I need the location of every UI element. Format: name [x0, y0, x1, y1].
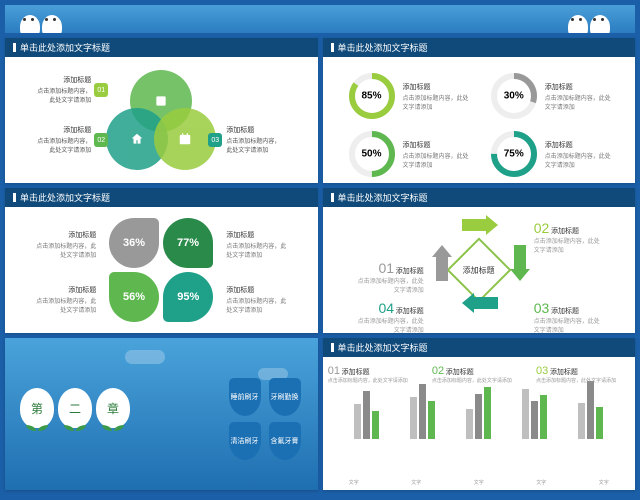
slide-chapter: 第二章 睡前刷牙牙刷勤换清洁刷牙含氟牙膏 — [5, 338, 318, 490]
slide-cycle: 单击此处添加文字标题 添加标题01 添加标题点击添加标题内容，此处文字请添加02… — [323, 188, 636, 333]
slide-bars: 单击此处添加文字标题 01 添加标题点击添加标题内容，此处文字请添加02 添加标… — [323, 338, 636, 490]
slide-title: 单击此处添加文字标题 — [338, 41, 428, 54]
slide-title: 单击此处添加文字标题 — [20, 41, 110, 54]
hero-banner — [5, 5, 635, 33]
slide-title: 单击此处添加文字标题 — [20, 191, 110, 204]
slide-petals: 单击此处添加文字标题 36%77%56%95%添加标题点击添加标题内容，此处文字… — [5, 188, 318, 333]
slide-venn: 单击此处添加文字标题 添加标题点击添加标题内容，此处文字请添加01添加标题点击添… — [5, 38, 318, 183]
slide-donuts: 单击此处添加文字标题 85%添加标题点击添加标题内容，此处文字请添加30%添加标… — [323, 38, 636, 183]
slide-title: 单击此处添加文字标题 — [338, 341, 428, 354]
